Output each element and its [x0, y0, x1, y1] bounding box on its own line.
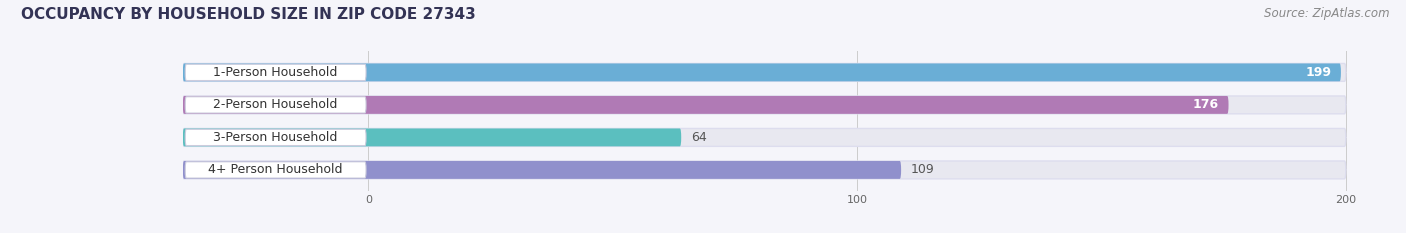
FancyBboxPatch shape: [183, 96, 1229, 114]
FancyBboxPatch shape: [183, 128, 682, 146]
FancyBboxPatch shape: [186, 162, 366, 178]
Text: OCCUPANCY BY HOUSEHOLD SIZE IN ZIP CODE 27343: OCCUPANCY BY HOUSEHOLD SIZE IN ZIP CODE …: [21, 7, 475, 22]
FancyBboxPatch shape: [183, 128, 1346, 146]
FancyBboxPatch shape: [186, 129, 366, 146]
FancyBboxPatch shape: [183, 161, 901, 179]
FancyBboxPatch shape: [183, 63, 1346, 81]
Text: 4+ Person Household: 4+ Person Household: [208, 163, 343, 176]
Text: 64: 64: [690, 131, 707, 144]
Text: 3-Person Household: 3-Person Household: [214, 131, 337, 144]
Text: 2-Person Household: 2-Person Household: [214, 98, 337, 111]
Text: Source: ZipAtlas.com: Source: ZipAtlas.com: [1264, 7, 1389, 20]
Text: 109: 109: [911, 163, 935, 176]
Text: 176: 176: [1192, 98, 1219, 111]
Text: 199: 199: [1305, 66, 1331, 79]
FancyBboxPatch shape: [183, 96, 1346, 114]
FancyBboxPatch shape: [183, 63, 1341, 81]
Text: 1-Person Household: 1-Person Household: [214, 66, 337, 79]
FancyBboxPatch shape: [186, 97, 366, 113]
FancyBboxPatch shape: [183, 161, 1346, 179]
FancyBboxPatch shape: [186, 64, 366, 81]
